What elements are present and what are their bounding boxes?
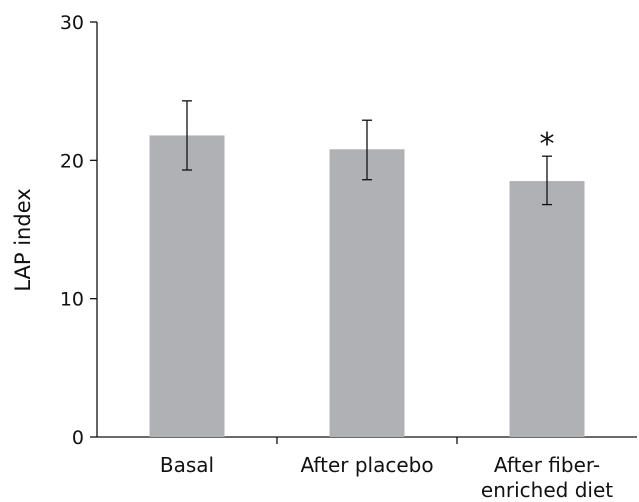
plot-area: 0 10 20 30 Basal After placebo * After fiber-en… xyxy=(60,12,637,502)
bar xyxy=(329,149,405,437)
bar xyxy=(149,135,225,437)
y-tick-label: 30 xyxy=(60,12,84,34)
y-tick-label: 20 xyxy=(60,150,84,172)
category-label: After fiber- xyxy=(494,453,600,477)
category-label: After placebo xyxy=(300,453,433,477)
y-tick-label: 10 xyxy=(60,289,84,311)
bar xyxy=(509,181,585,437)
y-axis-title: LAP index xyxy=(11,188,35,291)
y-tick-label: 0 xyxy=(72,427,84,449)
category-label: enriched diet xyxy=(481,478,613,502)
category-label: Basal xyxy=(160,453,214,477)
significance-marker: * xyxy=(540,127,555,162)
